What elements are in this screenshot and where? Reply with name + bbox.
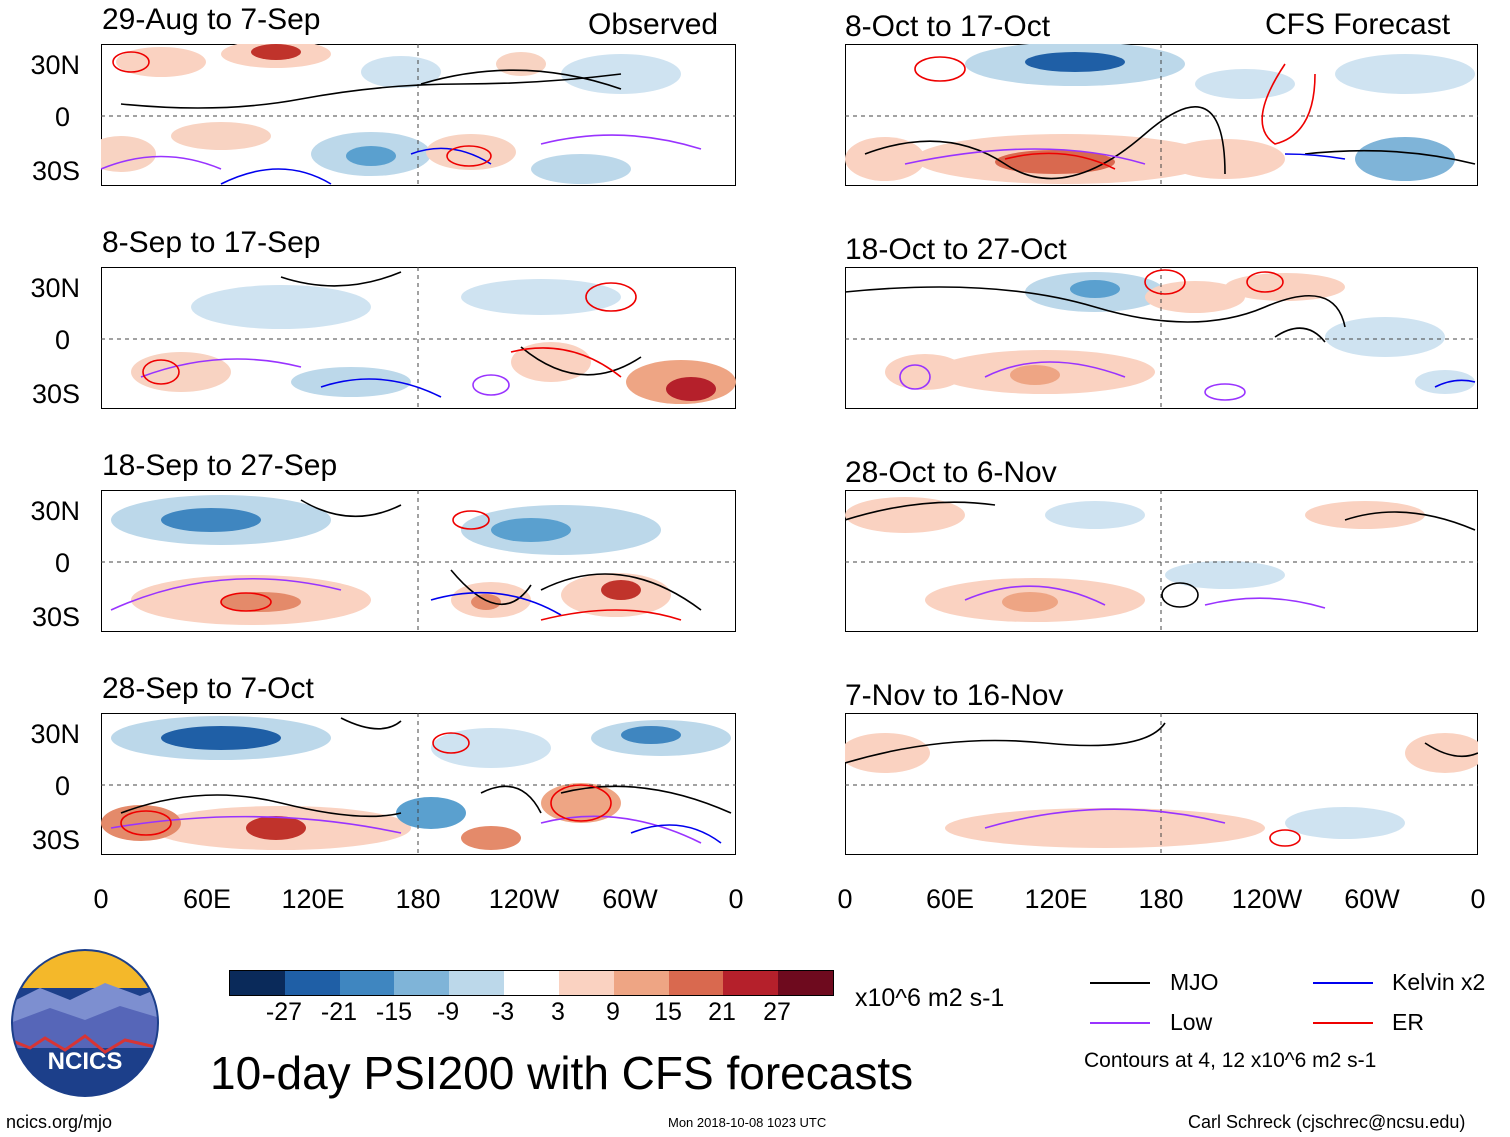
colorbar-swatch	[723, 971, 779, 995]
lat-label-eq: 0	[54, 102, 70, 132]
legend-er: ER	[1392, 1009, 1424, 1035]
colorbar-swatch	[778, 971, 833, 995]
colorbar-swatch	[504, 971, 559, 995]
colorbar-tick: -3	[491, 998, 515, 1026]
lat-label-eq: 0	[54, 325, 70, 355]
colorbar-swatch	[230, 971, 285, 995]
lon-label: 0	[837, 884, 853, 914]
map-panel-fc3	[845, 490, 1478, 632]
panel-title-fc3: 28-Oct to 6-Nov	[845, 456, 1057, 489]
colorbar-tick: 27	[763, 998, 791, 1026]
map-panel-fc4	[845, 713, 1478, 855]
panel-title-obs4: 28-Sep to 7-Oct	[102, 672, 314, 705]
lat-label-eq: 0	[54, 548, 70, 578]
panel-title-fc1: 8-Oct to 17-Oct	[845, 10, 1051, 43]
lat-label-30n: 30N	[30, 50, 80, 80]
footer-timestamp: Mon 2018-10-08 1023 UTC	[668, 1115, 827, 1130]
lat-label-30n: 30N	[30, 273, 80, 303]
panel-title-fc2: 18-Oct to 27-Oct	[845, 233, 1067, 266]
lon-label: 120E	[281, 884, 345, 914]
colorbar-tick: 15	[654, 998, 682, 1026]
colorbar-swatch	[284, 971, 340, 995]
colorbar-swatch	[339, 971, 395, 995]
ncics-logo: NCICS	[10, 948, 160, 1098]
map-panel-fc2	[845, 267, 1478, 409]
colorbar-swatch	[613, 971, 669, 995]
legend-line-er	[1313, 1022, 1373, 1024]
colorbar-units: x10^6 m2 s-1	[855, 984, 1005, 1012]
panel-title-obs2: 8-Sep to 17-Sep	[102, 226, 321, 259]
colorbar-tick: 3	[551, 998, 565, 1026]
lon-label: 0	[93, 884, 109, 914]
legend-low: Low	[1170, 1009, 1213, 1035]
colorbar-swatch	[394, 971, 450, 995]
colorbar	[229, 970, 834, 996]
colorbar-tick: -21	[320, 998, 358, 1026]
lat-label-eq: 0	[54, 771, 70, 801]
colorbar-tick: -9	[436, 998, 460, 1026]
legend-contours-note: Contours at 4, 12 x10^6 m2 s-1	[1084, 1049, 1377, 1072]
legend-line-mjo	[1090, 982, 1150, 984]
lat-label-30n: 30N	[30, 719, 80, 749]
footer-url[interactable]: ncics.org/mjo	[6, 1112, 113, 1132]
panel-title-obs3: 18-Sep to 27-Sep	[102, 449, 338, 482]
map-panel-obs3	[101, 490, 736, 632]
legend-line-low	[1090, 1022, 1150, 1024]
logo-text: NCICS	[47, 1048, 123, 1075]
map-panel-obs1	[101, 44, 736, 186]
footer-author: Carl Schreck (cjschrec@ncsu.edu)	[1188, 1112, 1466, 1132]
forecast-label: CFS Forecast	[1265, 8, 1451, 41]
lon-label: 0	[1470, 884, 1486, 914]
lat-label-30s: 30S	[31, 602, 80, 632]
map-panel-obs4	[101, 713, 736, 855]
colorbar-swatch	[449, 971, 505, 995]
lon-label: 0	[728, 884, 744, 914]
lon-label: 180	[395, 884, 441, 914]
legend-line-kelvin	[1313, 982, 1373, 984]
lon-label: 180	[1138, 884, 1184, 914]
panel-title-obs1: 29-Aug to 7-Sep	[102, 3, 321, 36]
lon-label: 60W	[1344, 884, 1400, 914]
lon-label: 60E	[925, 884, 975, 914]
legend-kelvin: Kelvin x2	[1392, 969, 1486, 995]
lon-label: 120W	[488, 884, 560, 914]
lon-label: 120E	[1024, 884, 1088, 914]
map-panel-obs2	[101, 267, 736, 409]
map-panel-fc1	[845, 44, 1478, 186]
colorbar-tick: 21	[708, 998, 736, 1026]
observed-label: Observed	[588, 8, 719, 41]
legend-mjo: MJO	[1170, 969, 1219, 995]
colorbar-swatch	[558, 971, 614, 995]
panel-title-fc4: 7-Nov to 16-Nov	[845, 679, 1064, 712]
lon-label: 60W	[602, 884, 658, 914]
colorbar-tick: -15	[375, 998, 413, 1026]
lon-label: 60E	[182, 884, 232, 914]
lon-label: 120W	[1231, 884, 1303, 914]
colorbar-swatch	[668, 971, 724, 995]
lat-label-30s: 30S	[31, 379, 80, 409]
colorbar-tick: 9	[606, 998, 620, 1026]
main-title: 10-day PSI200 with CFS forecasts	[210, 1047, 914, 1099]
colorbar-tick: -27	[265, 998, 303, 1026]
lat-label-30n: 30N	[30, 496, 80, 526]
lat-label-30s: 30S	[31, 825, 80, 855]
lat-label-30s: 30S	[31, 156, 80, 186]
